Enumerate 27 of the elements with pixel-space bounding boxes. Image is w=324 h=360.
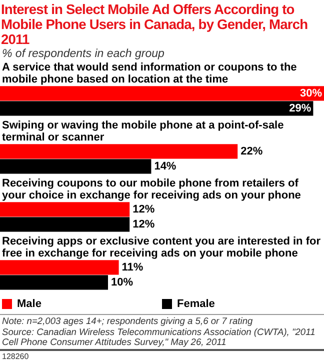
data-label: 10% [111,276,134,288]
bar [0,86,324,101]
y-tick-label: Swiping or waving the mobile phone at a point-of-sale terminal or scanner [2,120,284,144]
data-label: 30% [300,87,322,100]
chart-subtitle: % of respondents in each group [1,47,166,60]
data-label: 12% [132,218,155,230]
data-label: 12% [132,203,155,216]
data-label: 14% [154,160,176,172]
y-tick-label: Receiving apps or exclusive content you are interested in for free in exchange for receiving ads on your mobile phone [2,236,322,260]
bar [0,144,238,159]
text: 128260 [2,352,322,360]
y-tick-label: A service that would send information or coupons to the mobile phone based on location at the time [2,62,297,86]
y-tick-label: Receiving coupons to our mobile phone from retailers of your choice in exchange for receiving ads on your phone [2,178,301,202]
data-label: 11% [122,261,144,274]
legend-label: Female [177,298,215,310]
legend-label: Male [17,298,42,310]
bar [0,101,314,116]
data-label: 29% [289,102,312,114]
chart-title: Interest in Select Mobile Ad Offers According to Mobile Phone Users in Canada, by Gender, March 2011 [0,1,309,47]
bar [0,202,130,217]
bar [0,159,152,174]
bar [0,260,119,275]
source-note: Source: Canadian Wireless Telecommunications Association (CWTA), "2011 Cell Phone Consumer Attitudes Survey," May 26, 2011 [2,326,316,348]
data-label: 22% [240,145,263,158]
bar [0,217,130,232]
text: Note: n=2,003 ages 14+; respondents giving a 5,6 or 7 rating [2,316,254,326]
bar [0,275,108,290]
